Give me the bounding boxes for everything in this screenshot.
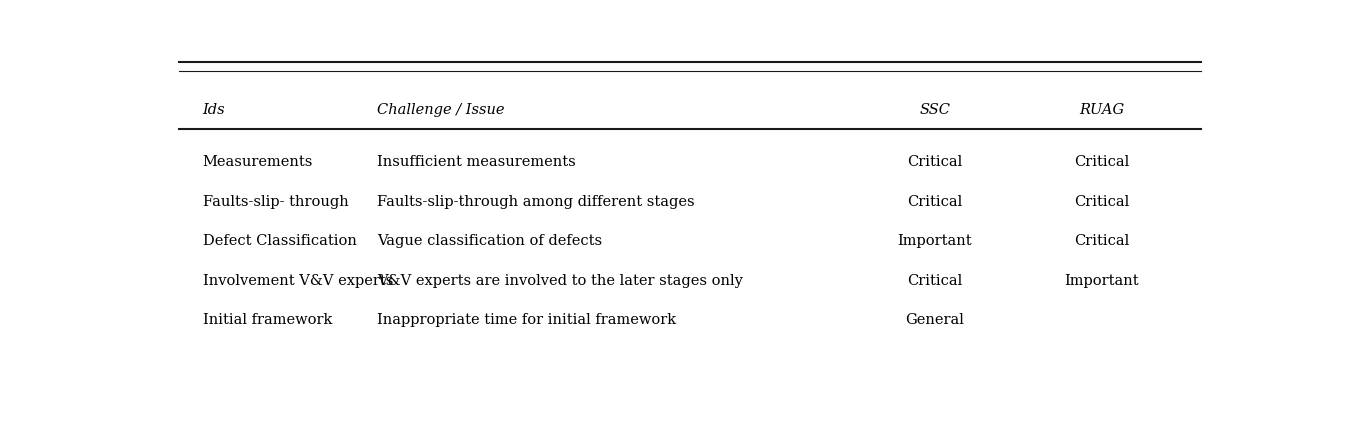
Text: Initial framework: Initial framework bbox=[203, 313, 332, 327]
Text: Challenge / Issue: Challenge / Issue bbox=[377, 103, 505, 118]
Text: Measurements: Measurements bbox=[203, 155, 314, 169]
Text: Important: Important bbox=[1065, 274, 1139, 288]
Text: Critical: Critical bbox=[907, 274, 962, 288]
Text: Ids: Ids bbox=[203, 103, 225, 118]
Text: Faults-slip-through among different stages: Faults-slip-through among different stag… bbox=[377, 194, 695, 209]
Text: General: General bbox=[906, 313, 964, 327]
Text: Defect Classification: Defect Classification bbox=[203, 234, 357, 248]
Text: Important: Important bbox=[898, 234, 972, 248]
Text: Critical: Critical bbox=[1074, 234, 1129, 248]
Text: Faults-slip- through: Faults-slip- through bbox=[203, 194, 349, 209]
Text: Critical: Critical bbox=[907, 155, 962, 169]
Text: Involvement V&V experts: Involvement V&V experts bbox=[203, 274, 393, 288]
Text: Vague classification of defects: Vague classification of defects bbox=[377, 234, 602, 248]
Text: Critical: Critical bbox=[907, 194, 962, 209]
Text: Inappropriate time for initial framework: Inappropriate time for initial framework bbox=[377, 313, 676, 327]
Text: Critical: Critical bbox=[1074, 194, 1129, 209]
Text: Insufficient measurements: Insufficient measurements bbox=[377, 155, 576, 169]
Text: V&V experts are involved to the later stages only: V&V experts are involved to the later st… bbox=[377, 274, 743, 288]
Text: SSC: SSC bbox=[919, 103, 950, 118]
Text: RUAG: RUAG bbox=[1079, 103, 1124, 118]
Text: Critical: Critical bbox=[1074, 155, 1129, 169]
